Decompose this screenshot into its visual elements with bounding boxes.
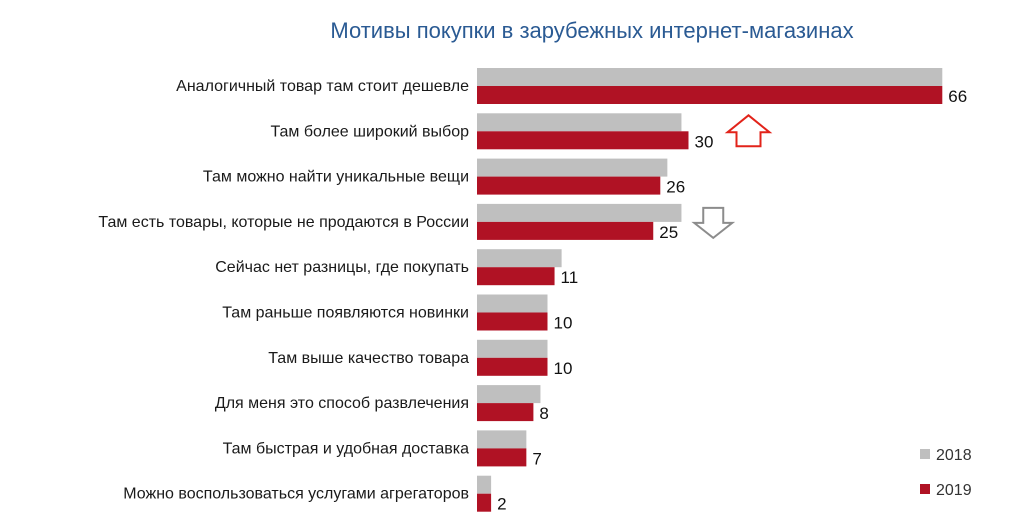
value-label: 10: [554, 314, 573, 333]
bar-2018: [477, 430, 527, 449]
category-label: Там быстрая и удобная доставка: [223, 440, 470, 457]
bar-2018: [477, 113, 682, 132]
annotations-layer: [691, 114, 773, 240]
bar-2018: [477, 203, 682, 222]
category-label: Можно воспользоваться услугами агрегатор…: [123, 486, 469, 503]
bar-2018: [477, 339, 548, 358]
bar-2018: [477, 158, 668, 177]
bar-2019: [477, 176, 661, 195]
value-label: 8: [539, 404, 548, 423]
bar-2018: [477, 475, 492, 494]
value-label: 2: [497, 495, 506, 514]
bar-2019: [477, 357, 548, 376]
category-label: Там можно найти уникальные вещи: [203, 169, 469, 186]
bar-2019: [477, 493, 492, 512]
bar-2019: [477, 86, 943, 104]
bar-2018: [477, 294, 548, 313]
value-label: 25: [659, 223, 678, 242]
down-arrow-icon: [691, 206, 736, 240]
legend-swatch-2018: [920, 449, 930, 459]
value-label: 7: [532, 449, 541, 468]
value-label: 66: [948, 87, 967, 106]
legend-label-2019: 2019: [936, 482, 972, 499]
up-arrow-icon: [724, 114, 773, 148]
value-label: 26: [666, 178, 685, 197]
legend-label-2018: 2018: [936, 447, 972, 464]
bar-2019: [477, 403, 534, 422]
category-label: Сейчас нет разницы, где покупать: [215, 259, 469, 276]
bar-2019: [477, 131, 689, 150]
category-label: Для меня это способ развлечения: [215, 395, 469, 412]
labels-layer: Аналогичный товар там стоит дешевле 66 Там…: [98, 78, 967, 514]
chart-title: Мотивы покупки в зарубежных интернет-маг…: [330, 18, 853, 43]
category-label: Там выше качество товара: [268, 350, 469, 367]
bar-2019: [477, 221, 654, 240]
category-label: Аналогичный товар там стоит дешевле: [176, 78, 469, 95]
bar-2018: [477, 249, 562, 268]
category-label: Там есть товары, которые не продаются в …: [98, 214, 469, 231]
bar-2019: [477, 312, 548, 331]
category-label: Там раньше появляются новинки: [222, 305, 469, 322]
value-label: 30: [695, 132, 714, 151]
value-label: 10: [554, 359, 573, 378]
bar-2018: [477, 68, 943, 86]
category-label: Там более широкий выбор: [270, 123, 469, 140]
bar-2019: [477, 267, 555, 286]
bars-layer: [477, 68, 943, 512]
bar-2018: [477, 385, 541, 404]
legend-swatch-2019: [920, 484, 930, 494]
value-label: 11: [561, 268, 579, 287]
bar-2019: [477, 448, 527, 467]
legend: 2018 2019: [920, 447, 972, 499]
